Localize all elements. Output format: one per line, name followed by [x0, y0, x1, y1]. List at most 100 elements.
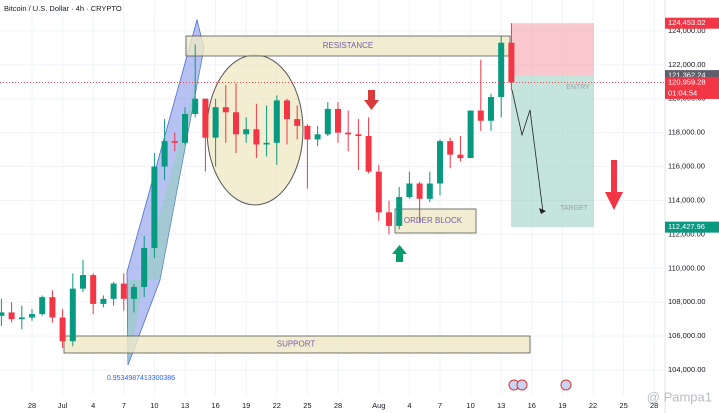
- target-zone: [511, 75, 594, 228]
- price-axis: [665, 0, 719, 413]
- candle-body: [498, 42, 505, 98]
- candle-body: [182, 113, 188, 143]
- candle-body: [263, 142, 270, 145]
- entry-label: ENTRY: [566, 84, 590, 91]
- candle-body: [304, 125, 311, 140]
- candle-body: [294, 119, 301, 126]
- candle-body: [284, 100, 290, 120]
- candle-body: [416, 183, 423, 199]
- projection: [511, 89, 544, 213]
- x-tick-label: 19: [242, 401, 250, 410]
- x-tick-label: 4: [407, 401, 411, 410]
- candle-body: [345, 132, 352, 135]
- candle-body: [447, 141, 454, 155]
- candle-body: [0, 312, 5, 316]
- price-label: 112,427.96: [668, 222, 705, 231]
- candle-body: [131, 286, 137, 299]
- x-tick-label: 19: [558, 401, 566, 410]
- countdown: 01:04:54: [668, 88, 697, 97]
- price-label-bg: [665, 221, 719, 233]
- position: [511, 23, 594, 228]
- x-tick-label: Aug: [372, 401, 385, 410]
- big-down-arrow: [605, 160, 623, 210]
- x-tick-label: 10: [466, 401, 474, 410]
- x-tick-label: Jul: [58, 401, 68, 410]
- x-tick-label: 10: [150, 401, 158, 410]
- stop-zone: [511, 23, 594, 76]
- chart-title: Bitcoin / U.S. Dollar · 4h · CRYPTO: [4, 4, 122, 13]
- candle-body: [100, 298, 107, 304]
- candle-body: [375, 171, 382, 213]
- event-icon[interactable]: [516, 379, 528, 391]
- x-tick-label: 7: [122, 401, 126, 410]
- candle-body: [477, 110, 484, 121]
- candle-body: [335, 108, 341, 133]
- y-tick-label: 122,000.00: [668, 60, 706, 69]
- up-arrow: [392, 245, 407, 262]
- event-icon[interactable]: [560, 379, 572, 391]
- candle-body: [467, 110, 474, 159]
- y-tick-label: 106,000.00: [668, 331, 706, 340]
- x-tick-label: 22: [589, 401, 597, 410]
- order-block-box: [394, 208, 477, 234]
- x-axis: 28 Jul 4 7 10 13 16 19 22 25 28 Aug 4 7 10 13 16 19 22 25 28: [28, 401, 659, 410]
- x-tick-label: 28: [334, 401, 342, 410]
- candle-body: [324, 108, 331, 135]
- candle-body: [202, 98, 209, 138]
- down-arrow: [364, 90, 379, 110]
- y-tick-label: 116,000.00: [668, 162, 705, 171]
- candle-body: [243, 129, 250, 135]
- candle-body: [212, 107, 219, 138]
- candle-body: [29, 314, 35, 318]
- candle-body: [120, 283, 127, 299]
- candle-body: [161, 141, 168, 167]
- x-tick-label: 13: [497, 401, 505, 410]
- candle-body: [192, 98, 199, 114]
- y-tick-label: 110,000.00: [668, 263, 705, 272]
- candle-body: [80, 275, 86, 289]
- candle-body: [49, 297, 56, 318]
- drawings-top: RESISTANCE SUPPORT ORDER BLOCK ENTRY TAR…: [107, 41, 623, 391]
- price-label: 120,959.28: [668, 77, 706, 86]
- y-tick-label: 124,000.00: [668, 26, 706, 35]
- candle-body: [171, 141, 178, 143]
- candle-body: [386, 212, 392, 226]
- price-label-bg: [665, 70, 719, 82]
- fib-label: 0.9534987413300386: [107, 375, 175, 382]
- candle-body: [314, 134, 321, 140]
- candle-body: [18, 317, 25, 320]
- y-tick-label: 118,000.00: [668, 128, 705, 137]
- x-tick-label: 4: [91, 401, 95, 410]
- candle-body: [437, 141, 443, 184]
- candle-body: [90, 275, 97, 304]
- resistance-label: RESISTANCE: [323, 41, 374, 50]
- candle-body: [253, 129, 260, 145]
- x-tick-label: 13: [181, 401, 189, 410]
- price-label: 124,453.02: [668, 18, 706, 27]
- candle-body: [396, 197, 403, 226]
- y-tick-label: 112,000.00: [668, 229, 705, 238]
- candle-body: [273, 100, 280, 143]
- projection-head: [539, 208, 546, 214]
- x-tick-label: 28: [28, 401, 36, 410]
- support-box: [63, 335, 531, 354]
- candle-body: [488, 97, 494, 121]
- y-tick-label: 104,000.00: [668, 365, 706, 374]
- candle-body: [355, 134, 362, 137]
- x-tick-label: 22: [273, 401, 281, 410]
- target-label: TARGET: [560, 205, 589, 212]
- candle-body: [222, 107, 229, 113]
- candle-body: [8, 312, 15, 320]
- axes: 104,000.00 106,000.00 108,000.00 110,000.00…: [665, 17, 719, 374]
- x-tick-label: 16: [211, 401, 219, 410]
- candle-body: [233, 112, 239, 135]
- y-tick-label: 108,000.00: [668, 297, 706, 306]
- x-tick-label: 28: [650, 401, 658, 410]
- candle-body: [406, 183, 413, 198]
- support-label: SUPPORT: [277, 340, 316, 349]
- x-tick-label: 25: [619, 401, 627, 410]
- x-tick-label: 16: [528, 401, 536, 410]
- candle-body: [110, 283, 117, 299]
- price-label-bg: [665, 17, 719, 29]
- y-tick-label: 114,000.00: [668, 195, 705, 204]
